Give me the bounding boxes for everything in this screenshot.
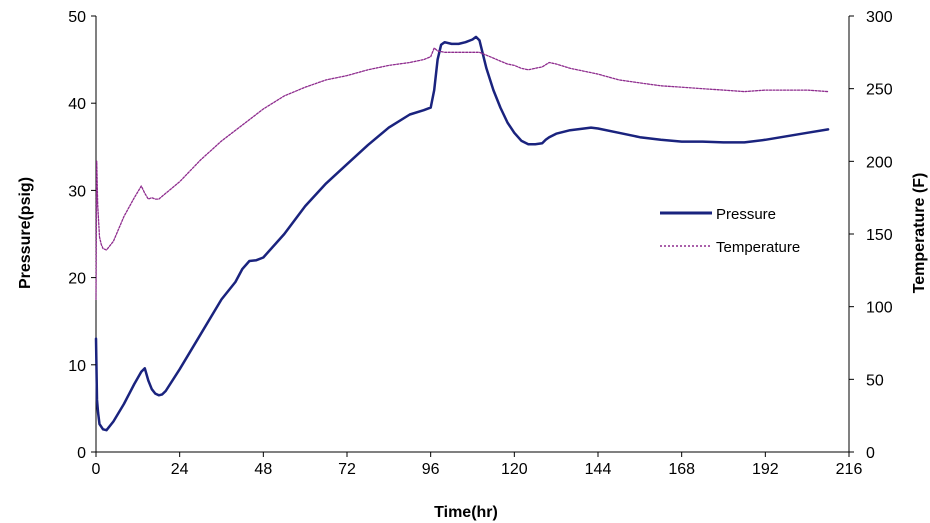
x-tick-label: 192: [752, 461, 779, 478]
x-tick-label: 168: [668, 461, 695, 478]
x-tick-label: 48: [254, 461, 272, 478]
right-y-tick-label: 0: [866, 445, 875, 462]
right-y-tick-label: 100: [866, 300, 893, 317]
x-axis-title: Time(hr): [434, 504, 498, 521]
x-tick-label: 24: [171, 461, 189, 478]
series-pressure-line: [94, 35, 830, 432]
right-y-tick-label: 150: [866, 227, 893, 244]
x-tick-label: 0: [92, 461, 101, 478]
right-y-tick-label: 50: [866, 372, 884, 389]
right-axis-title: Temperature (F): [911, 173, 928, 294]
right-y-tick-label: 300: [866, 9, 893, 26]
left-y-tick-label: 30: [68, 183, 86, 200]
left-y-tick-label: 20: [68, 271, 86, 288]
legend-temperature-label: Temperature: [716, 239, 800, 256]
x-tick-label: 72: [338, 461, 356, 478]
left-y-tick-label: 0: [77, 445, 86, 462]
left-y-tick-label: 50: [68, 9, 86, 26]
left-y-tick-label: 40: [68, 96, 86, 113]
right-y-tick-label: 200: [866, 154, 893, 171]
x-tick-label: 120: [501, 461, 528, 478]
legend-pressure-label: Pressure: [716, 206, 776, 223]
legend: Pressure Temperature: [660, 206, 800, 256]
x-tick-label: 144: [585, 461, 612, 478]
left-axis-title: Pressure(psig): [17, 177, 34, 289]
left-y-tick-label: 10: [68, 358, 86, 375]
x-tick-label: 216: [836, 461, 863, 478]
x-tick-label: 96: [422, 461, 440, 478]
right-y-tick-label: 250: [866, 82, 893, 99]
series-temperature-line: [95, 47, 829, 301]
